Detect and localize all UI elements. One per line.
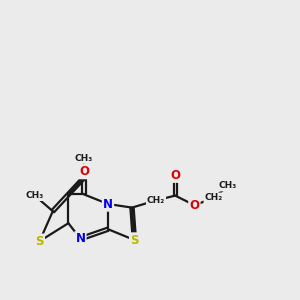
Text: S: S [130, 233, 139, 247]
Text: CH₃: CH₃ [75, 154, 93, 163]
Text: CH₃: CH₃ [26, 191, 44, 200]
Text: CH₃: CH₃ [219, 182, 237, 190]
Text: O: O [170, 169, 180, 182]
Text: CH₂: CH₂ [205, 194, 223, 202]
Text: O: O [189, 199, 200, 212]
Text: S: S [35, 235, 44, 248]
Text: O: O [79, 165, 89, 178]
Text: N: N [103, 197, 113, 211]
Text: N: N [75, 232, 85, 245]
Text: CH₂: CH₂ [147, 196, 165, 205]
